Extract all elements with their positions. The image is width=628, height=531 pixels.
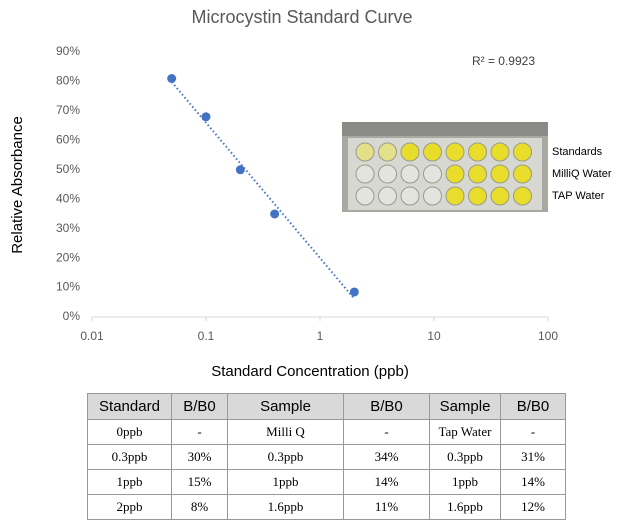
x-tick-label: 0.1 (198, 329, 215, 343)
page: {"chart_data": {"type": "scatter", "titl… (0, 0, 628, 531)
y-tick-label: 10% (56, 280, 80, 294)
table-cell: - (501, 420, 566, 445)
y-tick-label: 50% (56, 162, 80, 176)
table-cell: 11% (344, 495, 430, 520)
y-tick-label: 20% (56, 250, 80, 264)
header-cell: Standard (88, 394, 172, 420)
table-cell: 0ppb (88, 420, 172, 445)
x-tick-label: 10 (427, 329, 441, 343)
table-cell: - (344, 420, 430, 445)
table-cell: 0.3ppb (228, 445, 344, 470)
table-cell: 1.6ppb (430, 495, 501, 520)
x-axis-title: Standard Concentration (ppb) (211, 363, 409, 380)
well (401, 187, 419, 205)
well (356, 143, 374, 161)
y-axis-title: Relative Absorbance (9, 116, 26, 254)
well (469, 143, 487, 161)
data-point (270, 209, 279, 218)
table-cell: 30% (172, 445, 228, 470)
well (446, 165, 464, 183)
chart-title: Microcystin Standard Curve (191, 7, 412, 27)
well (379, 143, 397, 161)
well (446, 187, 464, 205)
well (356, 165, 374, 183)
well (491, 143, 509, 161)
table-cell: 2ppb (88, 495, 172, 520)
table-cell: 1ppb (88, 470, 172, 495)
data-point (202, 112, 211, 121)
table-cell: 0.3ppb (88, 445, 172, 470)
well (491, 187, 509, 205)
y-tick-label: 40% (56, 191, 80, 205)
well (379, 165, 397, 183)
data-point (236, 165, 245, 174)
y-tick-label: 70% (56, 103, 80, 117)
x-tick-label: 100 (538, 329, 558, 343)
data-point (350, 287, 359, 296)
annotation: R² = 0.9923 (472, 54, 535, 68)
y-tick-label: 30% (56, 221, 80, 235)
well (401, 165, 419, 183)
table-cell: - (172, 420, 228, 445)
well (514, 187, 532, 205)
inset-photo (342, 122, 548, 212)
well (379, 187, 397, 205)
x-tick-label: 0.01 (80, 329, 104, 343)
inset-label: Standards (552, 146, 603, 158)
table-cell: 34% (344, 445, 430, 470)
well (469, 165, 487, 183)
well (401, 143, 419, 161)
table-cell: 1.6ppb (228, 495, 344, 520)
header-cell: B/B0 (501, 394, 566, 420)
chart: Microcystin Standard Curve Standard Conc… (0, 0, 628, 392)
header-cell: Sample (430, 394, 501, 420)
plate-edge (342, 122, 548, 136)
table-cell: 12% (501, 495, 566, 520)
table-cell: 15% (172, 470, 228, 495)
table-cell: 8% (172, 495, 228, 520)
well (424, 187, 442, 205)
x-tick-label: 1 (317, 329, 324, 343)
table-cell: 1ppb (430, 470, 501, 495)
inset-label: TAP Water (552, 190, 605, 202)
y-tick-label: 90% (56, 44, 80, 58)
table-cell: 1ppb (228, 470, 344, 495)
well (469, 187, 487, 205)
well (491, 165, 509, 183)
table-cell: Milli Q (228, 420, 344, 445)
plate (348, 138, 542, 210)
table-cell: Tap Water (430, 420, 501, 445)
table-cell: 0.3ppb (430, 445, 501, 470)
well (514, 165, 532, 183)
trendline (172, 82, 355, 299)
table-cell: 14% (344, 470, 430, 495)
y-tick-label: 80% (56, 74, 80, 88)
well (424, 165, 442, 183)
well (514, 143, 532, 161)
header-cell: Sample (228, 394, 344, 420)
header-cell: B/B0 (172, 394, 228, 420)
y-tick-label: 0% (63, 309, 81, 323)
table-cell: 31% (501, 445, 566, 470)
well (424, 143, 442, 161)
table-cell: 14% (501, 470, 566, 495)
data-point (167, 74, 176, 83)
well (446, 143, 464, 161)
well (356, 187, 374, 205)
table-row: 0ppb-Milli Q-Tap Water- (88, 420, 566, 445)
header-cell: B/B0 (344, 394, 430, 420)
inset-label: MilliQ Water (552, 168, 612, 180)
y-tick-label: 60% (56, 133, 80, 147)
